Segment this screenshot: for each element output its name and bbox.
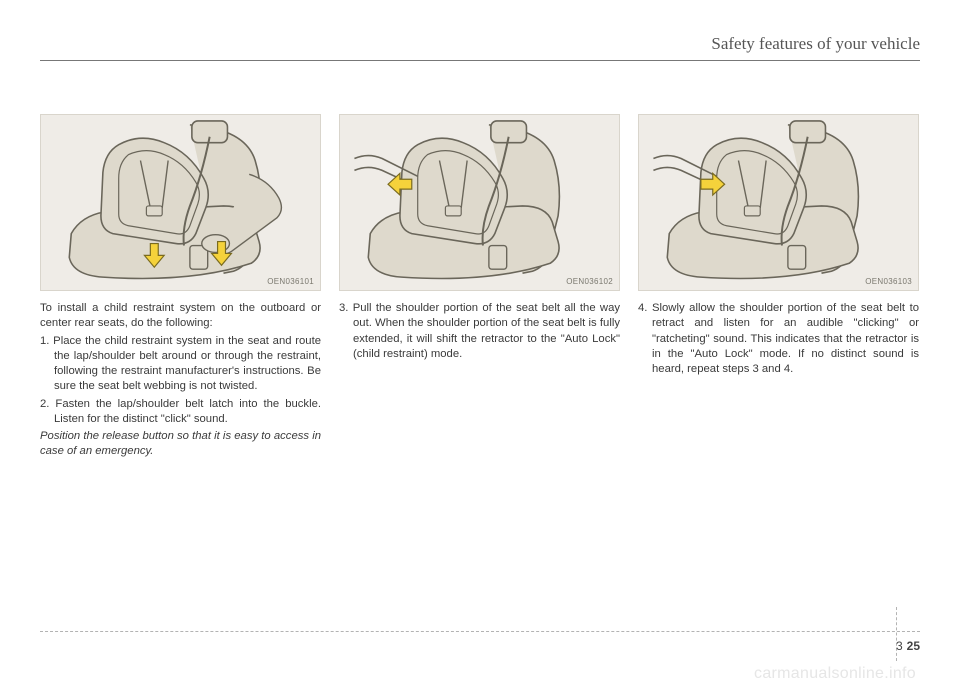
header-title: Safety features of your vehicle	[711, 34, 920, 54]
section-number: 3	[896, 639, 903, 653]
column: OEN036103 4. Slowly allow the shoulder po…	[638, 114, 919, 462]
page-header: Safety features of your vehicle	[40, 34, 920, 70]
figure: OEN036103	[638, 114, 919, 291]
page-number: 3 25	[896, 639, 920, 653]
header-rule	[40, 60, 920, 61]
step-text: 2. Fasten the lap/shoulder belt latch in…	[40, 397, 321, 428]
figure-id: OEN036102	[566, 277, 613, 286]
figure: OEN036101	[40, 114, 321, 291]
paragraph: To install a child restraint system on t…	[40, 301, 321, 332]
page-num: 25	[907, 639, 920, 653]
column: OEN036102 3. Pull the shoulder portion of…	[339, 114, 620, 462]
note-text: Position the release button so that it i…	[40, 429, 321, 460]
figure: OEN036102	[339, 114, 620, 291]
step-text: 3. Pull the shoulder portion of the seat…	[339, 301, 620, 362]
step-text: 1. Place the child restraint system in t…	[40, 334, 321, 395]
figure-id: OEN036103	[865, 277, 912, 286]
watermark: carmanualsonline.info	[754, 665, 916, 683]
footer-dashline	[40, 631, 920, 632]
column: OEN036101 To install a child restraint sy…	[40, 114, 321, 462]
body-text: To install a child restraint system on t…	[40, 301, 321, 460]
body-text: 4. Slowly allow the shoulder portion of …	[638, 301, 919, 377]
body-text: 3. Pull the shoulder portion of the seat…	[339, 301, 620, 362]
content-columns: OEN036101 To install a child restraint sy…	[40, 114, 920, 462]
step-text: 4. Slowly allow the shoulder portion of …	[638, 301, 919, 377]
page-footer: 3 25	[40, 631, 920, 661]
figure-id: OEN036101	[267, 277, 314, 286]
